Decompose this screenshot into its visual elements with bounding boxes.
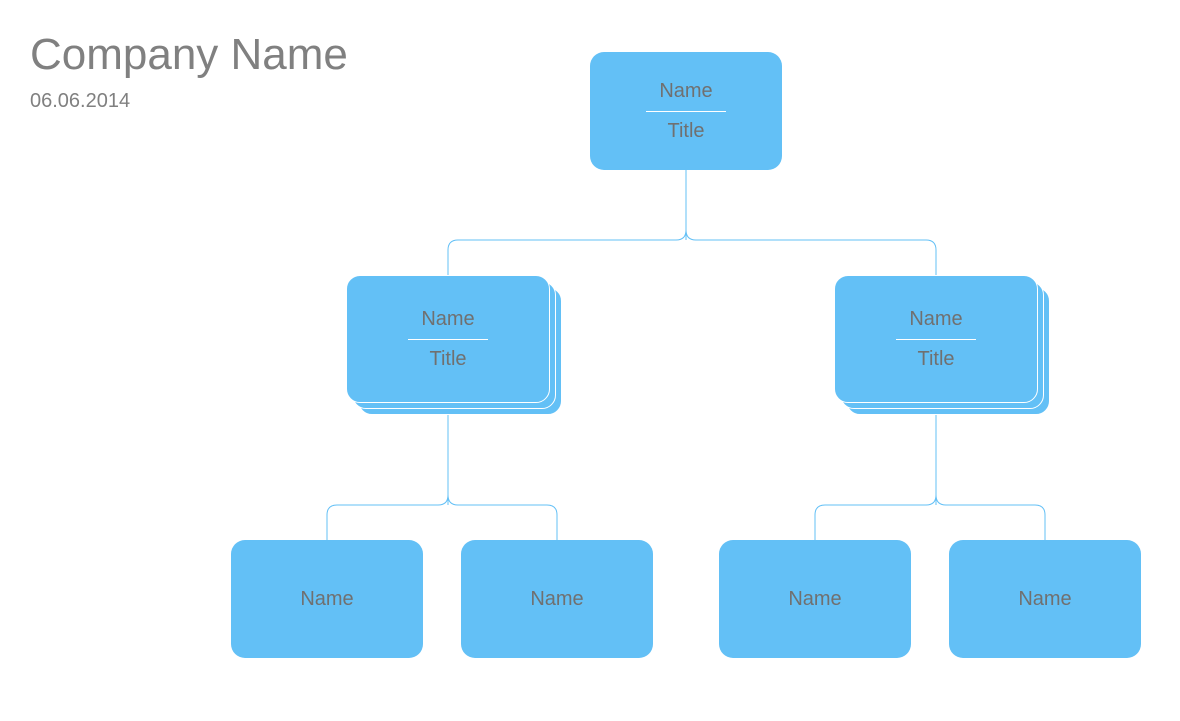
org-node-divider (896, 339, 976, 340)
org-node: Name (719, 540, 911, 658)
org-node-name: Name (909, 308, 962, 331)
org-node-name: Name (300, 588, 353, 611)
org-node-divider (408, 339, 488, 340)
org-node: Name (949, 540, 1141, 658)
org-node-divider (646, 111, 726, 112)
org-node-title: Title (429, 348, 466, 371)
org-node-name: Name (788, 588, 841, 611)
org-node-name: Name (421, 308, 474, 331)
org-node-name: Name (659, 80, 712, 103)
org-node: Name Title (590, 52, 782, 170)
org-node: Name Title (834, 275, 1038, 403)
org-node-title: Title (667, 120, 704, 143)
org-node: Name (231, 540, 423, 658)
org-node-title: Title (917, 348, 954, 371)
org-node: Name (461, 540, 653, 658)
org-node-name: Name (1018, 588, 1071, 611)
org-node-name: Name (530, 588, 583, 611)
org-node: Name Title (346, 275, 550, 403)
